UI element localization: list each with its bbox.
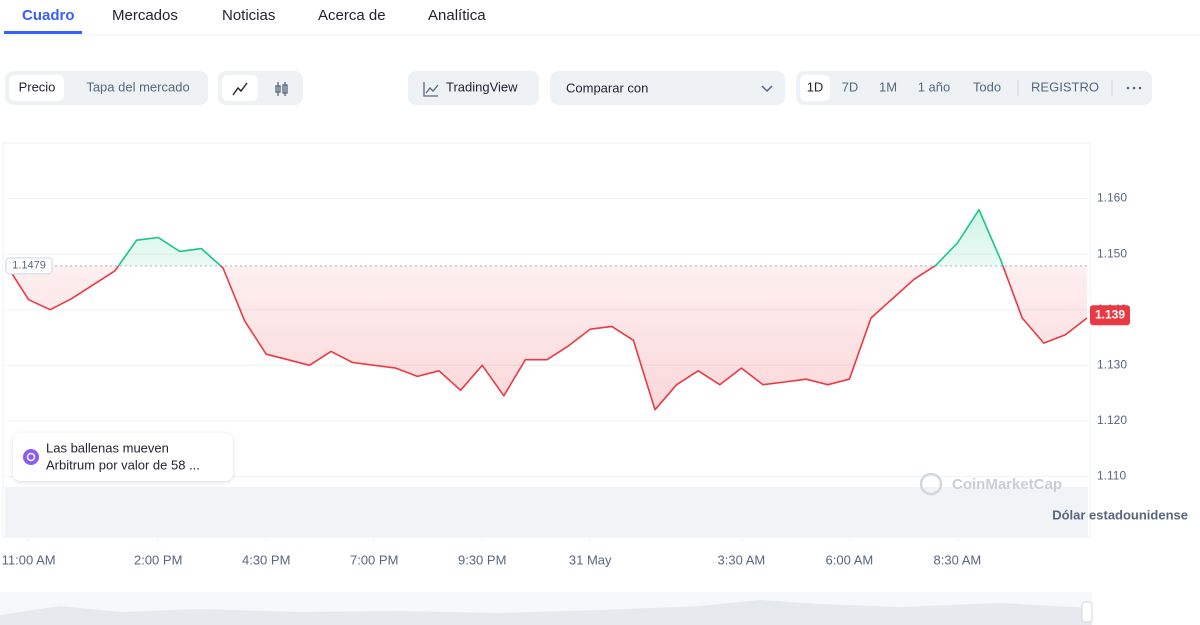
x-tick-label: 9:30 PM [458,552,506,567]
button-label[interactable]: Precio [19,79,56,94]
tab-underline [4,31,82,34]
tradingview-icon [425,84,439,94]
line-icon [232,82,248,96]
more-button[interactable] [1126,86,1142,90]
range-button[interactable]: 1M [879,79,897,94]
baseline-label-bg [5,257,53,275]
tabs: Cuadro Mercados Noticias Acerca de Analí… [0,7,1200,36]
notification[interactable] [13,433,233,481]
currency-label: Dólar estadounidense [1052,507,1188,522]
notification-text[interactable]: Arbitrum por valor de 58 ... [46,457,200,472]
chevron [761,85,773,93]
navigator-area [0,600,1092,625]
range-button[interactable]: 1 año [918,79,951,94]
select-label[interactable]: Comparar con [566,80,648,95]
y-tick-label: 1.160 [1097,191,1127,205]
tab[interactable]: Noticias [222,7,275,24]
watermark: CoinMarketCap [952,476,1062,493]
tab[interactable]: Analítica [428,7,486,24]
x-tick-label: 2:00 PM [134,552,182,567]
area-fill [7,209,1087,410]
tab[interactable]: Mercados [112,7,178,24]
range-button[interactable]: 7D [842,79,859,94]
notification-icon [26,452,36,462]
y-tick-label: 1.150 [1097,246,1127,260]
active-button[interactable] [9,75,64,101]
line-chart-button[interactable] [222,75,258,101]
x-tick-label: 8:30 AM [934,552,982,567]
active-button[interactable] [800,75,830,101]
y-tick-label: 1.130 [1097,357,1127,371]
candle-icon[interactable] [275,82,288,96]
button-label[interactable]: TradingView [446,79,518,94]
volume-band [5,487,1088,537]
tradingview-button[interactable] [408,71,539,105]
current-price-label: 1.139 [1095,307,1125,321]
current-price-marker [1090,305,1130,326]
tab[interactable]: Acerca de [318,7,386,24]
y-tick-label: 1.120 [1097,413,1127,427]
watermark-logo [919,472,943,496]
notification-text[interactable]: Las ballenas mueven [46,440,169,455]
compare-select[interactable] [550,71,785,105]
y-tick-label: 1.110 [1097,469,1126,483]
range-button[interactable]: 1D [807,79,824,94]
range-group [796,71,1152,105]
tradingview-icon [423,82,438,97]
toolbar: Precio Tapa del mercado TradingView Comp… [5,71,1152,105]
baseline-label: 1.1479 [12,260,46,272]
price-line [6,208,1088,411]
x-tick-label: 31 May [569,552,612,567]
range-button[interactable]: REGISTRO [1031,79,1099,94]
tab[interactable]: Cuadro [22,7,75,24]
x-tick-label: 6:00 AM [826,552,874,567]
button-label[interactable]: Tapa del mercado [86,79,189,94]
navigator-handle[interactable] [1081,601,1093,623]
range-button[interactable]: Todo [973,79,1001,94]
x-tick-label: 11:00 AM [2,552,56,567]
x-tick-label: 7:00 PM [350,552,398,567]
notification-icon [23,449,39,465]
x-tick-label: 3:30 AM [718,552,766,567]
x-tick-label: 4:30 PM [242,552,290,567]
